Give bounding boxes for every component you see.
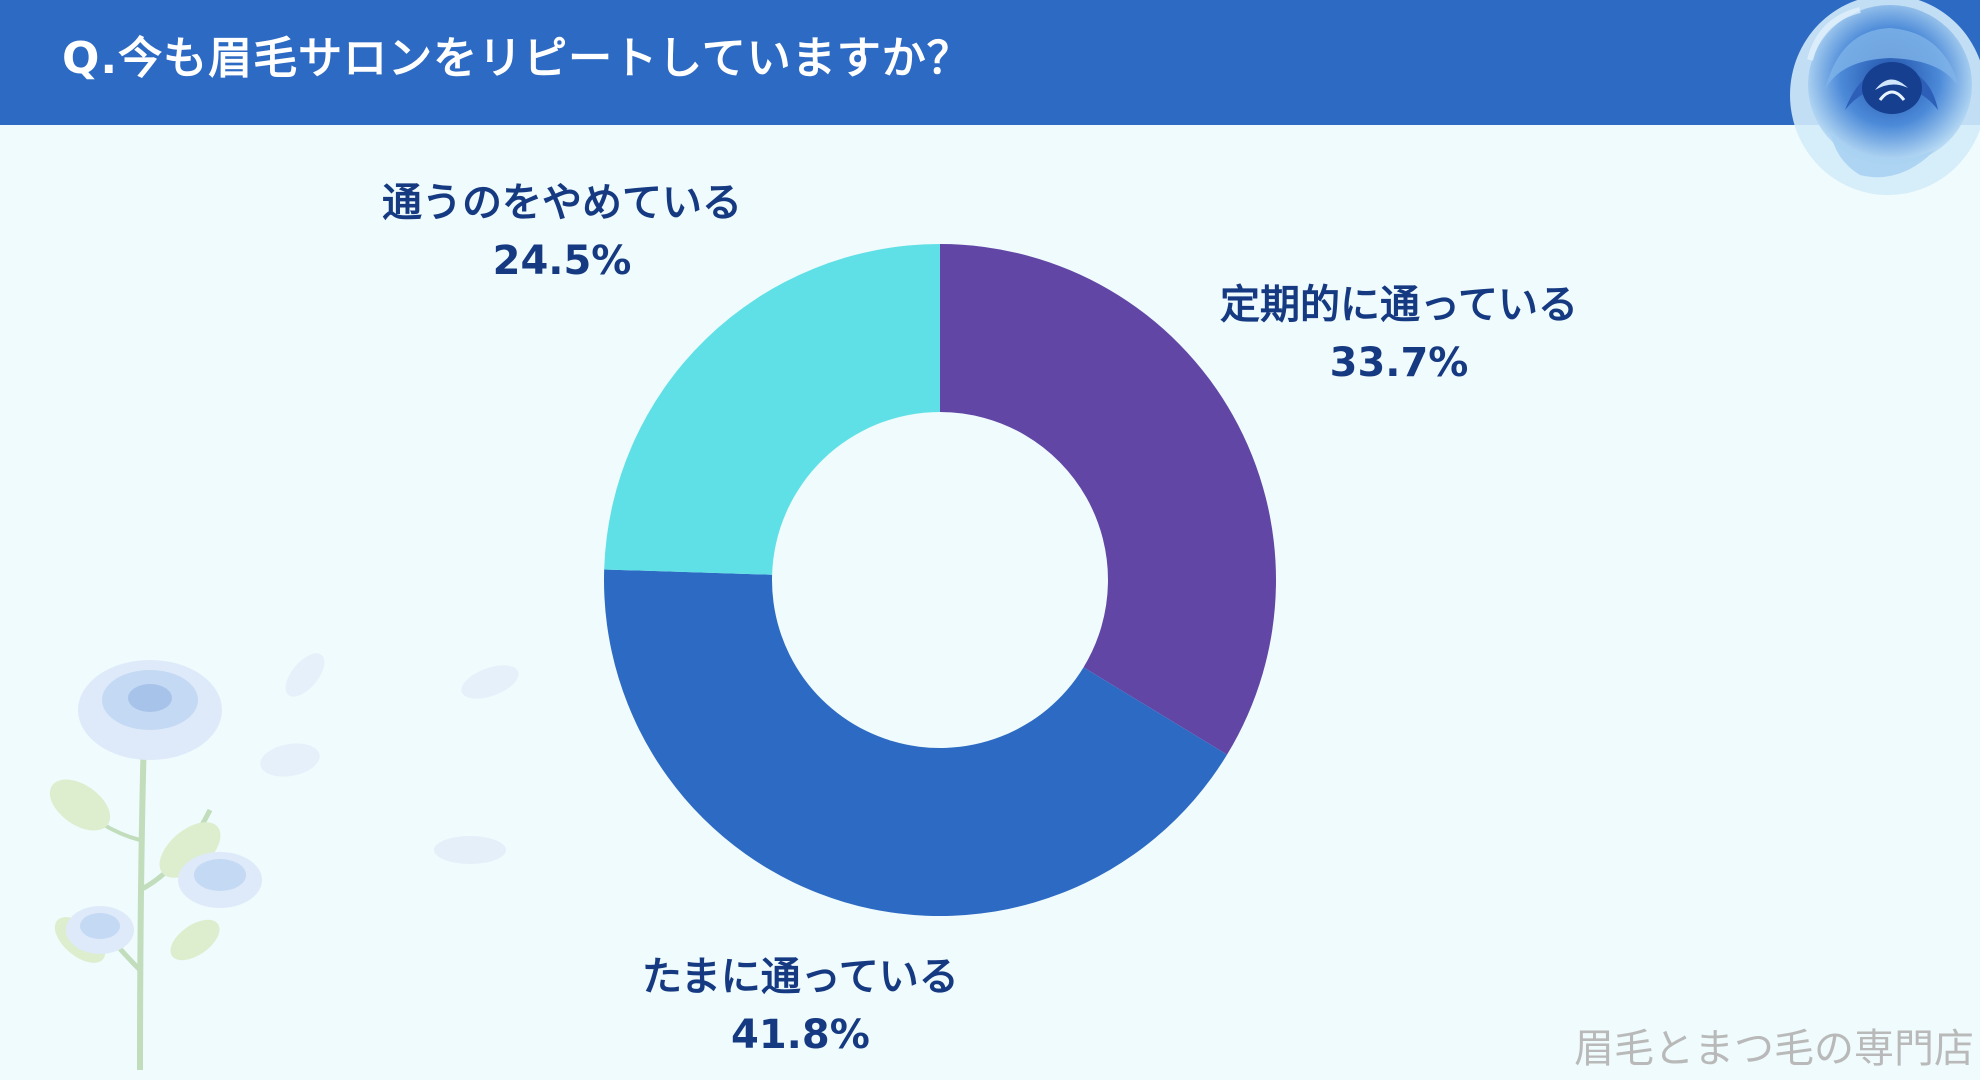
slice-label-regular: 定期的に通っている 33.7% xyxy=(1220,276,1578,392)
chart-title: Q.今も眉毛サロンをリピートしていますか？ xyxy=(62,33,972,84)
donut-slice-0 xyxy=(940,244,1276,755)
donut-slice-2 xyxy=(604,244,940,575)
slice-label-value: 33.7% xyxy=(1329,340,1469,386)
slice-label-sometimes: たまに通っている 41.8% xyxy=(642,948,959,1064)
slice-label-name: たまに通っている xyxy=(642,954,959,1000)
slice-label-stopped: 通うのをやめている 24.5% xyxy=(382,174,742,290)
rose-stem-decoration-icon xyxy=(49,653,519,1071)
rose-decoration-icon xyxy=(1790,0,1980,195)
donut-slice-1 xyxy=(604,569,1228,916)
slice-label-name: 定期的に通っている xyxy=(1220,282,1578,328)
slice-label-value: 41.8% xyxy=(731,1012,870,1058)
slice-label-name: 通うのをやめている xyxy=(382,180,742,226)
watermark: 眉毛とまつ毛の専門店 xyxy=(1574,1026,1974,1072)
slice-label-value: 24.5% xyxy=(492,238,632,284)
header-bar: Q.今も眉毛サロンをリピートしていますか？ xyxy=(0,0,1980,125)
